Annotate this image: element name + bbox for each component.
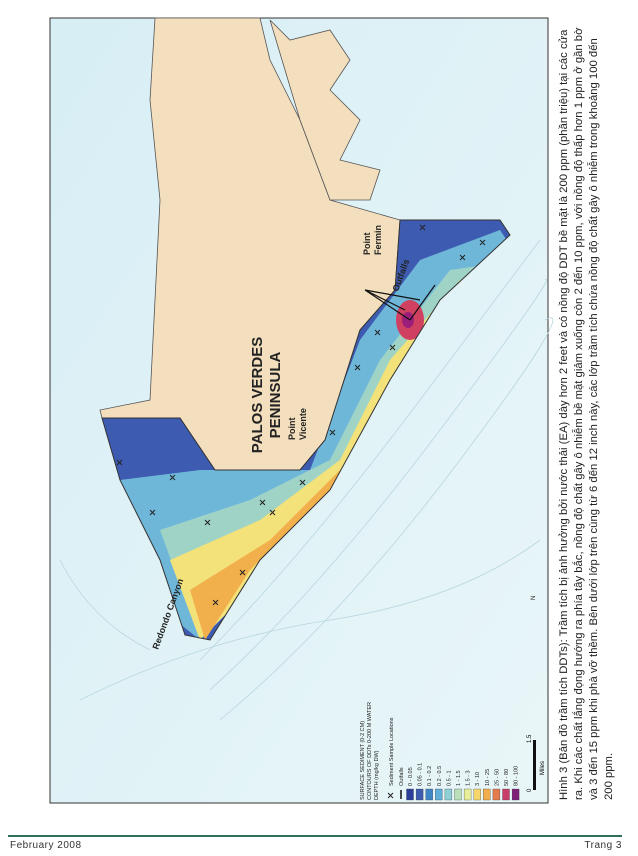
footer-rule [8, 835, 622, 837]
legend-swatch [415, 788, 424, 801]
legend-swatch [435, 788, 443, 801]
legend-swatch [473, 788, 481, 801]
legend-label: 25 - 50 [494, 769, 500, 786]
legend-label: 50 - 80 [504, 769, 510, 786]
legend-swatch [502, 788, 510, 801]
legend-swatch [511, 788, 520, 801]
legend-swatch [492, 788, 501, 801]
scale-label: Miles [540, 761, 546, 775]
legend-swatch [425, 788, 433, 801]
scale-bar: 0 1.5 Miles [527, 734, 546, 792]
footer-page: Trang 3 [584, 840, 622, 851]
legend-swatch [444, 788, 453, 801]
harbor [269, 19, 381, 201]
label: Point [287, 418, 297, 441]
legend-label: Sediment Sample Locations [389, 717, 395, 786]
legend-label: 0.05 - 0.1 [418, 763, 424, 786]
legend-label: 1 - 1.5 [456, 770, 462, 786]
peninsula-label: PALOS VERDES PENINSULA [249, 337, 284, 453]
legend-label: 0 - 0.05 [408, 767, 414, 786]
legend-swatch [463, 788, 472, 801]
legend: SURFACE SEDIMENT (0-2 CM) CONTOURS OF DD… [360, 596, 537, 801]
north: N [531, 596, 537, 600]
shelf-outline [101, 219, 511, 641]
label: PENINSULA [267, 352, 284, 439]
legend-label: 10 - 25 [485, 769, 491, 786]
legend-label: 80 - 100 [514, 766, 520, 786]
legend-label: 0.1 - 0.2 [427, 766, 433, 786]
footer-date: February 2008 [10, 840, 82, 851]
legend-title: DEPTH (mg/kg DW) [374, 750, 380, 800]
outfall-lines [364, 284, 436, 321]
legend-label: 0.2 - 0.5 [437, 766, 443, 786]
label: PALOS VERDES [249, 337, 266, 453]
vicente-label: Point Vicente [287, 408, 308, 440]
scale-label: 1.5 [527, 734, 533, 743]
legend-swatch [406, 788, 414, 801]
legend-label: 1.5 - 3 [466, 770, 472, 786]
label: Vicente [298, 408, 308, 440]
fermin-label: Point Fermin [362, 225, 383, 255]
legend-swatch [483, 788, 491, 801]
label: Fermin [373, 225, 383, 255]
legend-swatch [454, 788, 462, 801]
legend-label: Outfalls [399, 767, 405, 786]
legend-label: 0.5 - 1 [446, 770, 452, 786]
scale-label: 0 [527, 788, 533, 792]
sample-symbol [387, 792, 394, 799]
legend-title: CONTOURS OF DDTs 0-200 M WATER [367, 702, 373, 800]
legend-label: 3 - 10 [475, 772, 481, 786]
sample-marks [116, 224, 486, 606]
label: Point [362, 233, 372, 256]
legend-title: SURFACE SEDIMENT (0-2 CM) [360, 721, 366, 800]
bathymetry [59, 239, 554, 721]
caption: Hình 3 (Bản đồ trầm tích DDTs): Trầm tíc… [558, 27, 615, 801]
